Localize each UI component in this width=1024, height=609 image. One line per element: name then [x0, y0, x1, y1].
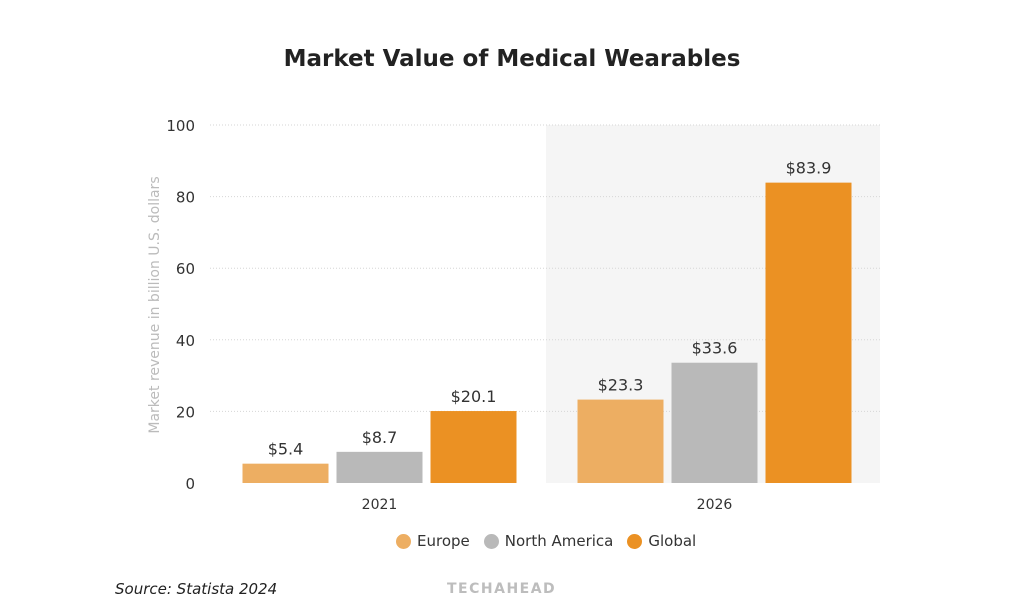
bar-europe-2026	[577, 399, 664, 483]
data-label: $83.9	[786, 159, 832, 178]
legend-label: Europe	[417, 532, 470, 550]
legend-label: North America	[504, 532, 614, 550]
legend-item-europe: Europe	[396, 532, 470, 550]
chart-title: Market Value of Medical Wearables	[283, 46, 741, 72]
data-label: $8.7	[362, 428, 398, 447]
data-label: $20.1	[451, 387, 497, 406]
y-tick-label: 60	[176, 260, 195, 278]
legend-swatch	[627, 533, 643, 549]
legend-label: Global	[648, 532, 697, 550]
brand-logo: TECHAHEAD	[447, 581, 557, 597]
y-tick-label: 40	[176, 332, 195, 350]
bar-europe-2021	[242, 463, 329, 483]
y-tick-label: 0	[185, 475, 195, 493]
bar-north-america-2021	[336, 451, 423, 483]
data-label: $33.6	[692, 339, 738, 358]
legend-swatch	[483, 533, 499, 549]
bar-global-2026	[765, 182, 852, 483]
bar-north-america-2026	[671, 362, 758, 483]
y-tick-label: 100	[166, 117, 195, 135]
source-note: Source: Statista 2024	[115, 580, 278, 598]
bar-global-2021	[430, 411, 517, 483]
y-tick-label: 80	[176, 189, 195, 207]
legend-swatch	[396, 533, 411, 549]
data-label: $23.3	[598, 376, 644, 395]
x-tick-label: 2021	[362, 497, 398, 513]
y-tick-label: 20	[176, 403, 195, 421]
legend-item-north-america: North America	[483, 532, 614, 550]
legend: Europe North America Global	[396, 532, 696, 550]
data-label: $5.4	[268, 440, 304, 459]
x-tick-label: 2026	[697, 497, 733, 513]
legend-item-global: Global	[627, 532, 696, 550]
